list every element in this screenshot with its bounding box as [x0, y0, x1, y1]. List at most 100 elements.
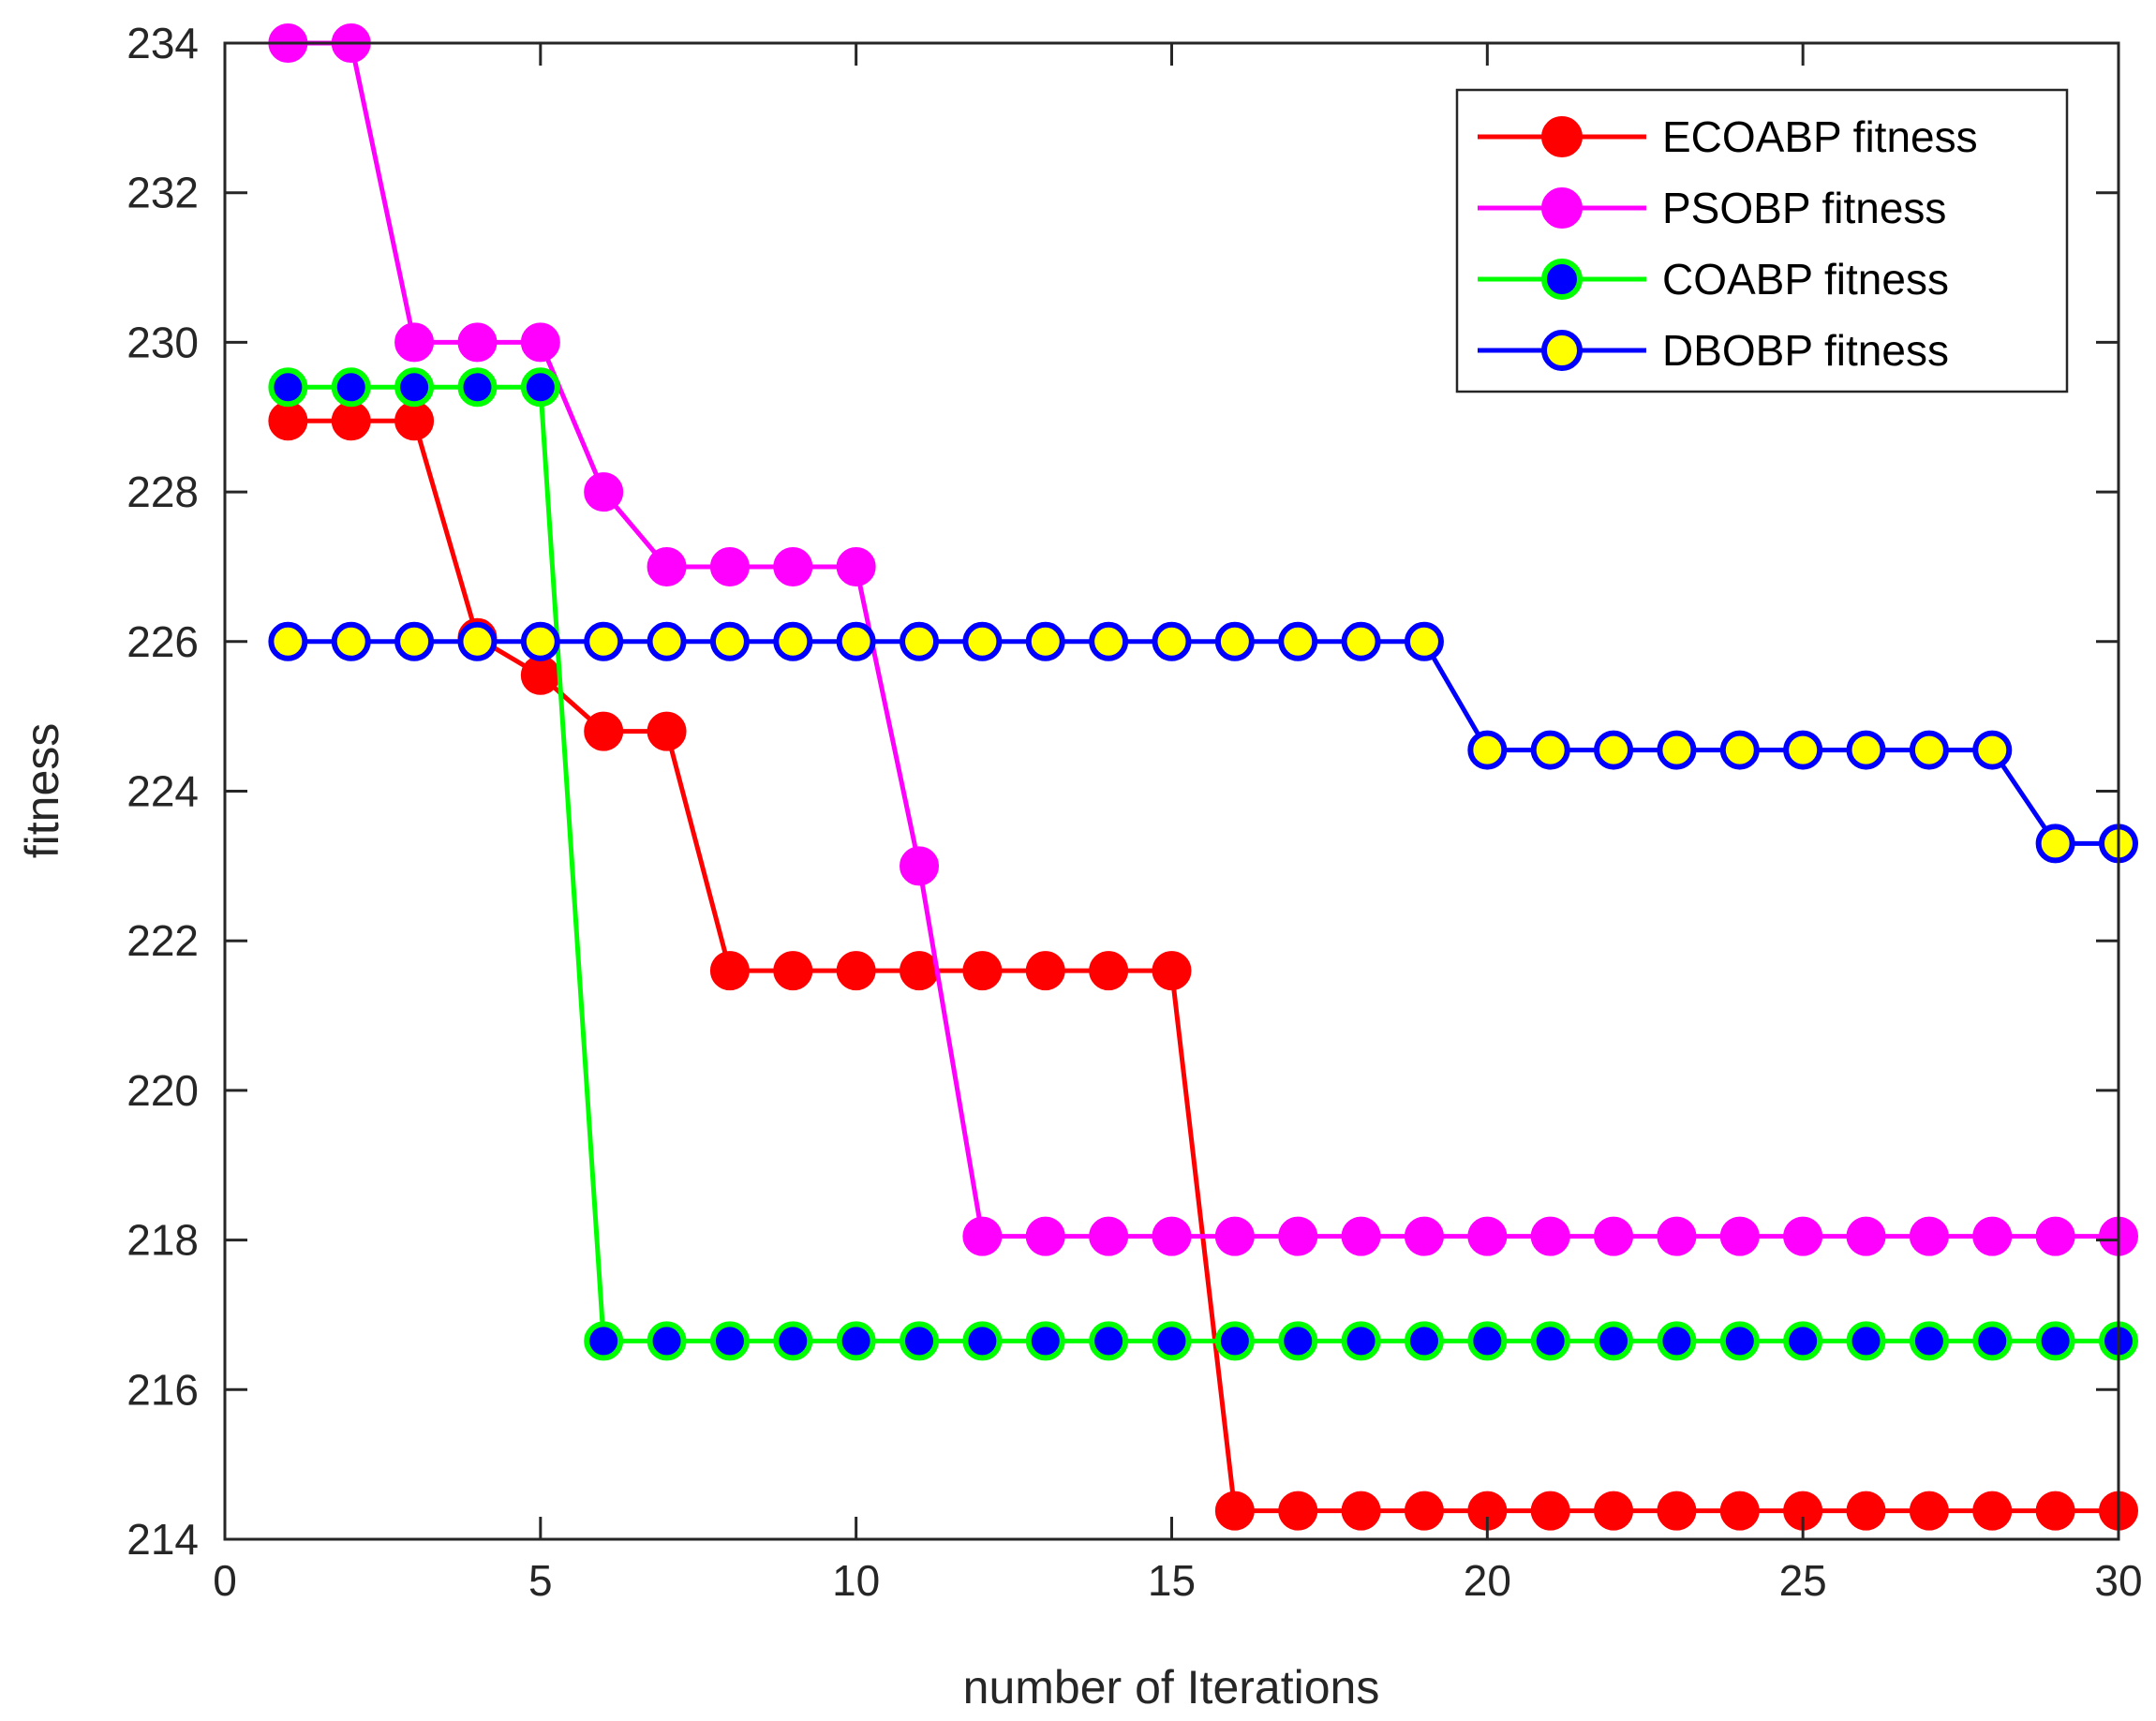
data-point [962, 1321, 1003, 1361]
data-point [520, 655, 560, 695]
data-point [1594, 1321, 1634, 1361]
data-point [1530, 1321, 1570, 1361]
data-point [394, 367, 435, 408]
data-point [773, 546, 813, 586]
tick-layer: 0 5 10 15 20 25 30 214 216 218 220 222 224 226 228 230 2… [126, 19, 2142, 1605]
data-point [457, 621, 498, 661]
x-tick-label: 0 [213, 1556, 237, 1605]
data-point [1530, 1216, 1570, 1256]
y-tick-label: 222 [126, 916, 199, 965]
data-point [1467, 730, 1508, 770]
legend-item-ecoabp-fitness: ECOABP fitness [1478, 112, 1978, 161]
data-point [394, 401, 435, 441]
x-tick-label: 15 [1148, 1556, 1196, 1605]
data-point [709, 951, 750, 991]
x-tick-label: 10 [832, 1556, 880, 1605]
data-point [1025, 1321, 1065, 1361]
data-point [1909, 1321, 1949, 1361]
data-point [1278, 1321, 1318, 1361]
legend-item-dbobp-fitness: DBOBP fitness [1478, 326, 1949, 375]
data-point [1594, 730, 1634, 770]
data-point [584, 472, 624, 512]
data-point [900, 1321, 940, 1361]
x-tick-label: 20 [1464, 1556, 1511, 1605]
data-point [1214, 1491, 1255, 1531]
data-point [1152, 951, 1192, 991]
data-point [709, 546, 750, 586]
y-tick-label: 220 [126, 1066, 199, 1115]
data-point [1467, 1321, 1508, 1361]
data-point [1657, 1216, 1697, 1256]
data-point [1214, 1216, 1255, 1256]
data-point [709, 1321, 750, 1361]
data-point [900, 846, 940, 886]
data-point [1025, 621, 1065, 661]
legend-label: DBOBP fitness [1662, 326, 1949, 375]
legend-item-coabp-fitness: COABP fitness [1478, 255, 1949, 304]
data-point [457, 322, 498, 363]
data-point [1025, 951, 1065, 991]
data-point [1594, 1491, 1634, 1531]
legend-item-psobp-fitness: PSOBP fitness [1478, 184, 1946, 232]
data-point [1657, 730, 1697, 770]
data-point [900, 951, 940, 991]
data-point [773, 621, 813, 661]
data-point [331, 367, 371, 408]
data-point [647, 711, 687, 751]
data-point [1846, 730, 1886, 770]
data-point [520, 367, 560, 408]
data-point [836, 621, 876, 661]
data-point [268, 367, 308, 408]
data-point [1846, 1216, 1886, 1256]
legend-swatch-marker [1541, 330, 1583, 371]
series-dbobp-fitness [268, 621, 2138, 864]
y-axis-label: fitness [16, 723, 68, 859]
data-point [962, 951, 1003, 991]
data-point [1404, 621, 1444, 661]
data-point [1404, 1491, 1444, 1531]
data-point [2035, 1321, 2075, 1361]
data-point [268, 621, 308, 661]
data-point [1278, 621, 1318, 661]
data-point [1214, 1321, 1255, 1361]
data-point [1089, 951, 1129, 991]
data-point [647, 1321, 687, 1361]
data-point [584, 621, 624, 661]
data-point [331, 621, 371, 661]
legend-label: PSOBP fitness [1662, 184, 1946, 232]
data-point [773, 1321, 813, 1361]
data-point [1972, 1321, 2013, 1361]
x-tick-label: 30 [2094, 1556, 2142, 1605]
data-point [2035, 823, 2075, 864]
data-point [1909, 1216, 1949, 1256]
data-point [1530, 730, 1570, 770]
y-tick-label: 232 [126, 169, 199, 217]
data-point [2035, 1216, 2075, 1256]
series-layer [268, 23, 2138, 1531]
data-point [709, 621, 750, 661]
data-point [1152, 621, 1192, 661]
data-point [1152, 1216, 1192, 1256]
data-point [1152, 1321, 1192, 1361]
y-tick-label: 230 [126, 318, 199, 366]
data-point [394, 322, 435, 363]
data-point [1089, 621, 1129, 661]
data-point [1719, 1216, 1760, 1256]
data-point [1341, 1216, 1381, 1256]
legend-label: ECOABP fitness [1662, 112, 1978, 161]
data-point [268, 401, 308, 441]
data-point [1341, 621, 1381, 661]
y-tick-label: 234 [126, 19, 199, 67]
x-tick-label: 5 [528, 1556, 553, 1605]
data-point [1972, 1216, 2013, 1256]
data-point [647, 546, 687, 586]
data-point [1719, 1491, 1760, 1531]
data-point [457, 367, 498, 408]
data-point [773, 951, 813, 991]
data-point [962, 621, 1003, 661]
series-psobp-fitness [268, 23, 2138, 1256]
data-point [1089, 1321, 1129, 1361]
legend-swatch-marker [1541, 187, 1583, 229]
data-point [1404, 1321, 1444, 1361]
